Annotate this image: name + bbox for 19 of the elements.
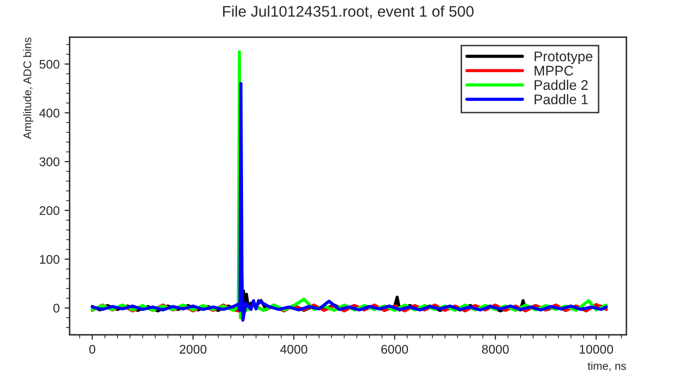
y-axis-title: Amplitude, ADC bins (23, 38, 34, 140)
y-tick-label: 100 (40, 254, 60, 264)
x-tick-label: 6000 (381, 344, 408, 354)
y-tick-label: 500 (40, 60, 60, 69)
x-axis-title: time, ns (588, 362, 626, 372)
legend-label: Paddle 1 (534, 94, 588, 104)
y-tick-label: 200 (40, 206, 60, 216)
x-tick-label: 8000 (482, 344, 509, 354)
legend-label: Paddle 2 (534, 80, 588, 90)
x-tick-label: 0 (89, 344, 96, 354)
x-tick-label: 10000 (580, 344, 614, 354)
legend-label: Prototype (534, 52, 592, 64)
y-tick-label: 0 (53, 304, 60, 313)
x-tick-label: 2000 (180, 344, 206, 354)
x-tick-label: 4000 (280, 344, 308, 354)
y-tick-label: 300 (40, 157, 60, 166)
y-tick-label: 400 (39, 108, 60, 118)
chart-title: File Jul10124351.root, event 1 of 500 (223, 6, 474, 19)
legend-label: MPPC (534, 66, 574, 76)
